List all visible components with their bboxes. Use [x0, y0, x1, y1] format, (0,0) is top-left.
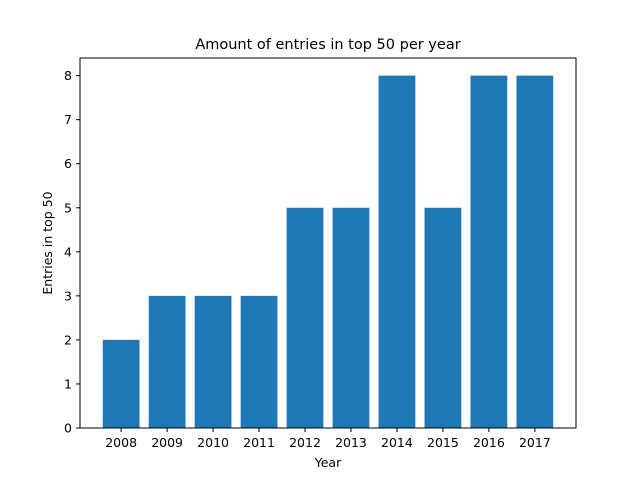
x-tick-label: 2010 [197, 435, 229, 450]
x-axis-label: Year [314, 455, 342, 470]
bar-2017 [516, 75, 554, 429]
x-tick-label: 2017 [519, 435, 551, 450]
y-axis-label: Entries in top 50 [40, 191, 55, 294]
y-axis: 0 1 2 3 4 5 6 7 8 [64, 68, 80, 436]
y-tick-label: 1 [64, 376, 72, 391]
bar-2014 [378, 75, 416, 429]
x-tick-label: 2014 [381, 435, 413, 450]
y-tick-label: 8 [64, 68, 72, 83]
y-tick-label: 4 [64, 244, 72, 259]
bar-2011 [240, 295, 278, 428]
chart-title: Amount of entries in top 50 per year [195, 37, 460, 53]
bar-2009 [148, 295, 186, 428]
y-tick-label: 2 [64, 332, 72, 347]
x-tick-label: 2011 [243, 435, 275, 450]
bar-2012 [286, 207, 324, 428]
bar-2010 [194, 295, 232, 428]
x-tick-label: 2012 [289, 435, 321, 450]
bar-2008 [102, 339, 140, 428]
plot-frame [79, 57, 577, 429]
x-tick-label: 2015 [427, 435, 459, 450]
y-tick-label: 0 [64, 421, 72, 436]
bar-2016 [470, 75, 508, 429]
bars-group [102, 75, 554, 429]
y-tick-label: 6 [64, 156, 72, 171]
x-tick-label: 2008 [105, 435, 137, 450]
x-axis: 2008 2009 2010 2011 2012 2013 2014 2015 2016 2017 [105, 428, 551, 450]
y-tick-label: 7 [64, 112, 72, 127]
x-tick-label: 2009 [151, 435, 183, 450]
bar-2013 [332, 207, 370, 428]
x-tick-label: 2013 [335, 435, 367, 450]
x-tick-label: 2016 [473, 435, 505, 450]
y-tick-label: 5 [64, 200, 72, 215]
bar-2015 [424, 207, 462, 428]
y-tick-label: 3 [64, 288, 72, 303]
